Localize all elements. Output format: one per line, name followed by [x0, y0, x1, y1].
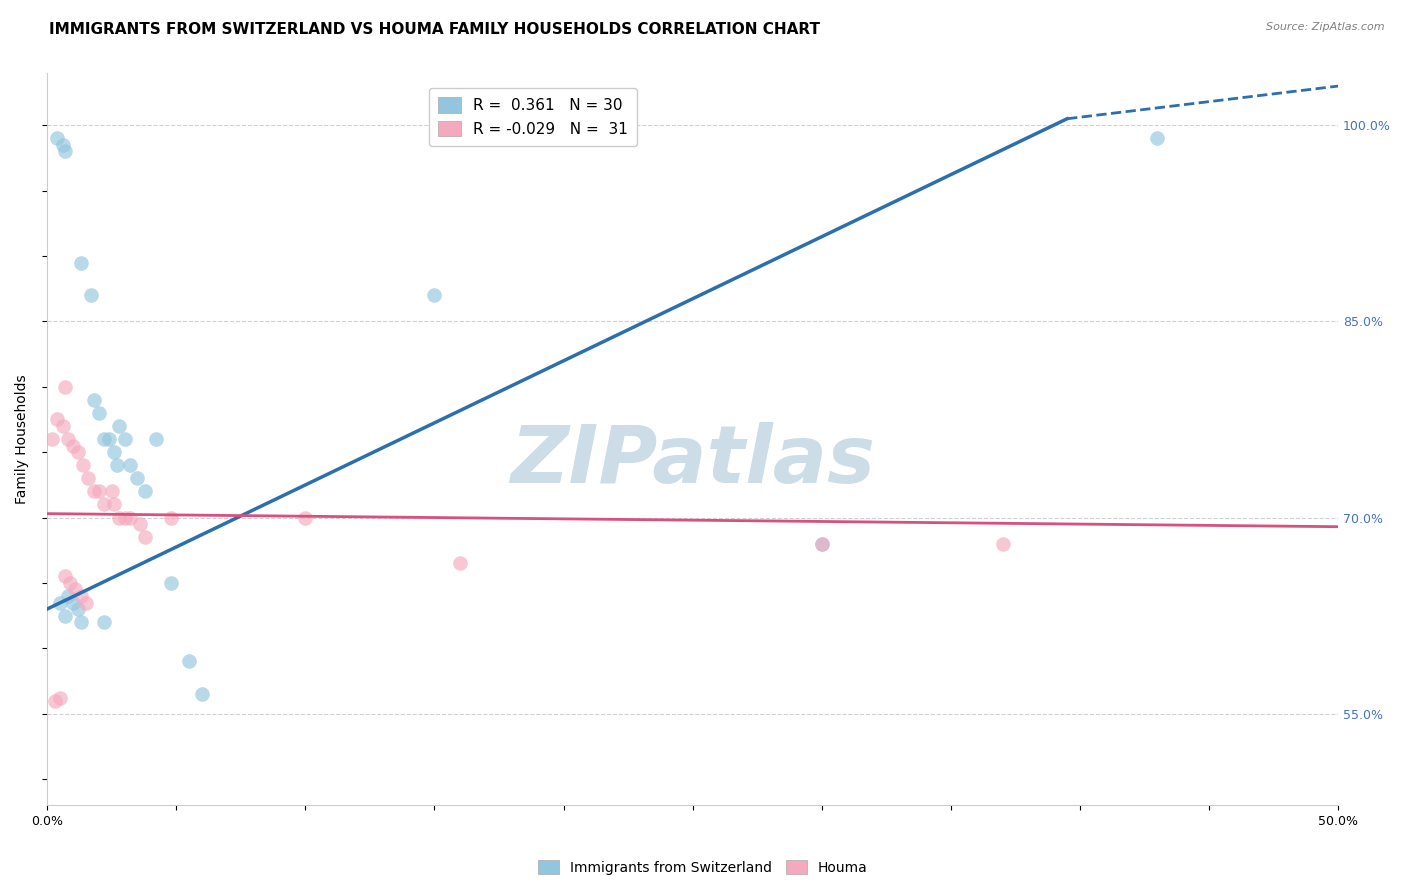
Point	[127, 471, 149, 485]
Point	[41, 432, 63, 446]
Point	[114, 510, 136, 524]
Text: Source: ZipAtlas.com: Source: ZipAtlas.com	[1267, 22, 1385, 32]
Point	[145, 432, 167, 446]
Point	[191, 687, 214, 701]
Point	[67, 445, 90, 459]
Point	[75, 595, 97, 609]
Point	[103, 445, 125, 459]
Point	[129, 517, 152, 532]
Point	[67, 602, 90, 616]
Point	[83, 392, 105, 407]
Point	[1146, 131, 1168, 145]
Point	[93, 615, 115, 629]
Point	[51, 419, 73, 434]
Legend: R =  0.361   N = 30, R = -0.029   N =  31: R = 0.361 N = 30, R = -0.029 N = 31	[429, 88, 637, 146]
Point	[56, 432, 79, 446]
Point	[62, 439, 84, 453]
Point	[105, 458, 128, 473]
Point	[83, 484, 105, 499]
Point	[810, 537, 832, 551]
Point	[53, 380, 76, 394]
Point	[53, 145, 76, 159]
Legend: Immigrants from Switzerland, Houma: Immigrants from Switzerland, Houma	[533, 855, 873, 880]
Point	[93, 432, 115, 446]
Point	[134, 484, 156, 499]
Point	[69, 255, 91, 269]
Point	[177, 654, 200, 668]
Point	[65, 582, 87, 597]
Point	[62, 595, 84, 609]
Point	[77, 471, 100, 485]
Point	[100, 484, 122, 499]
Y-axis label: Family Households: Family Households	[15, 375, 30, 504]
Point	[69, 589, 91, 603]
Point	[294, 510, 316, 524]
Point	[423, 288, 446, 302]
Point	[810, 537, 832, 551]
Point	[59, 576, 82, 591]
Point	[93, 498, 115, 512]
Point	[87, 406, 110, 420]
Point	[118, 458, 141, 473]
Point	[69, 615, 91, 629]
Point	[98, 432, 121, 446]
Point	[87, 484, 110, 499]
Point	[103, 498, 125, 512]
Point	[108, 419, 131, 434]
Point	[134, 530, 156, 544]
Point	[51, 137, 73, 152]
Point	[46, 131, 69, 145]
Text: IMMIGRANTS FROM SWITZERLAND VS HOUMA FAMILY HOUSEHOLDS CORRELATION CHART: IMMIGRANTS FROM SWITZERLAND VS HOUMA FAM…	[49, 22, 820, 37]
Point	[80, 288, 103, 302]
Point	[108, 510, 131, 524]
Point	[160, 576, 183, 591]
Point	[49, 595, 72, 609]
Point	[53, 608, 76, 623]
Text: ZIPatlas: ZIPatlas	[510, 422, 875, 500]
Point	[46, 412, 69, 426]
Point	[44, 693, 66, 707]
Point	[118, 510, 141, 524]
Point	[160, 510, 183, 524]
Point	[53, 569, 76, 583]
Point	[114, 432, 136, 446]
Point	[991, 537, 1014, 551]
Point	[56, 589, 79, 603]
Point	[49, 691, 72, 706]
Point	[72, 458, 94, 473]
Point	[449, 557, 471, 571]
